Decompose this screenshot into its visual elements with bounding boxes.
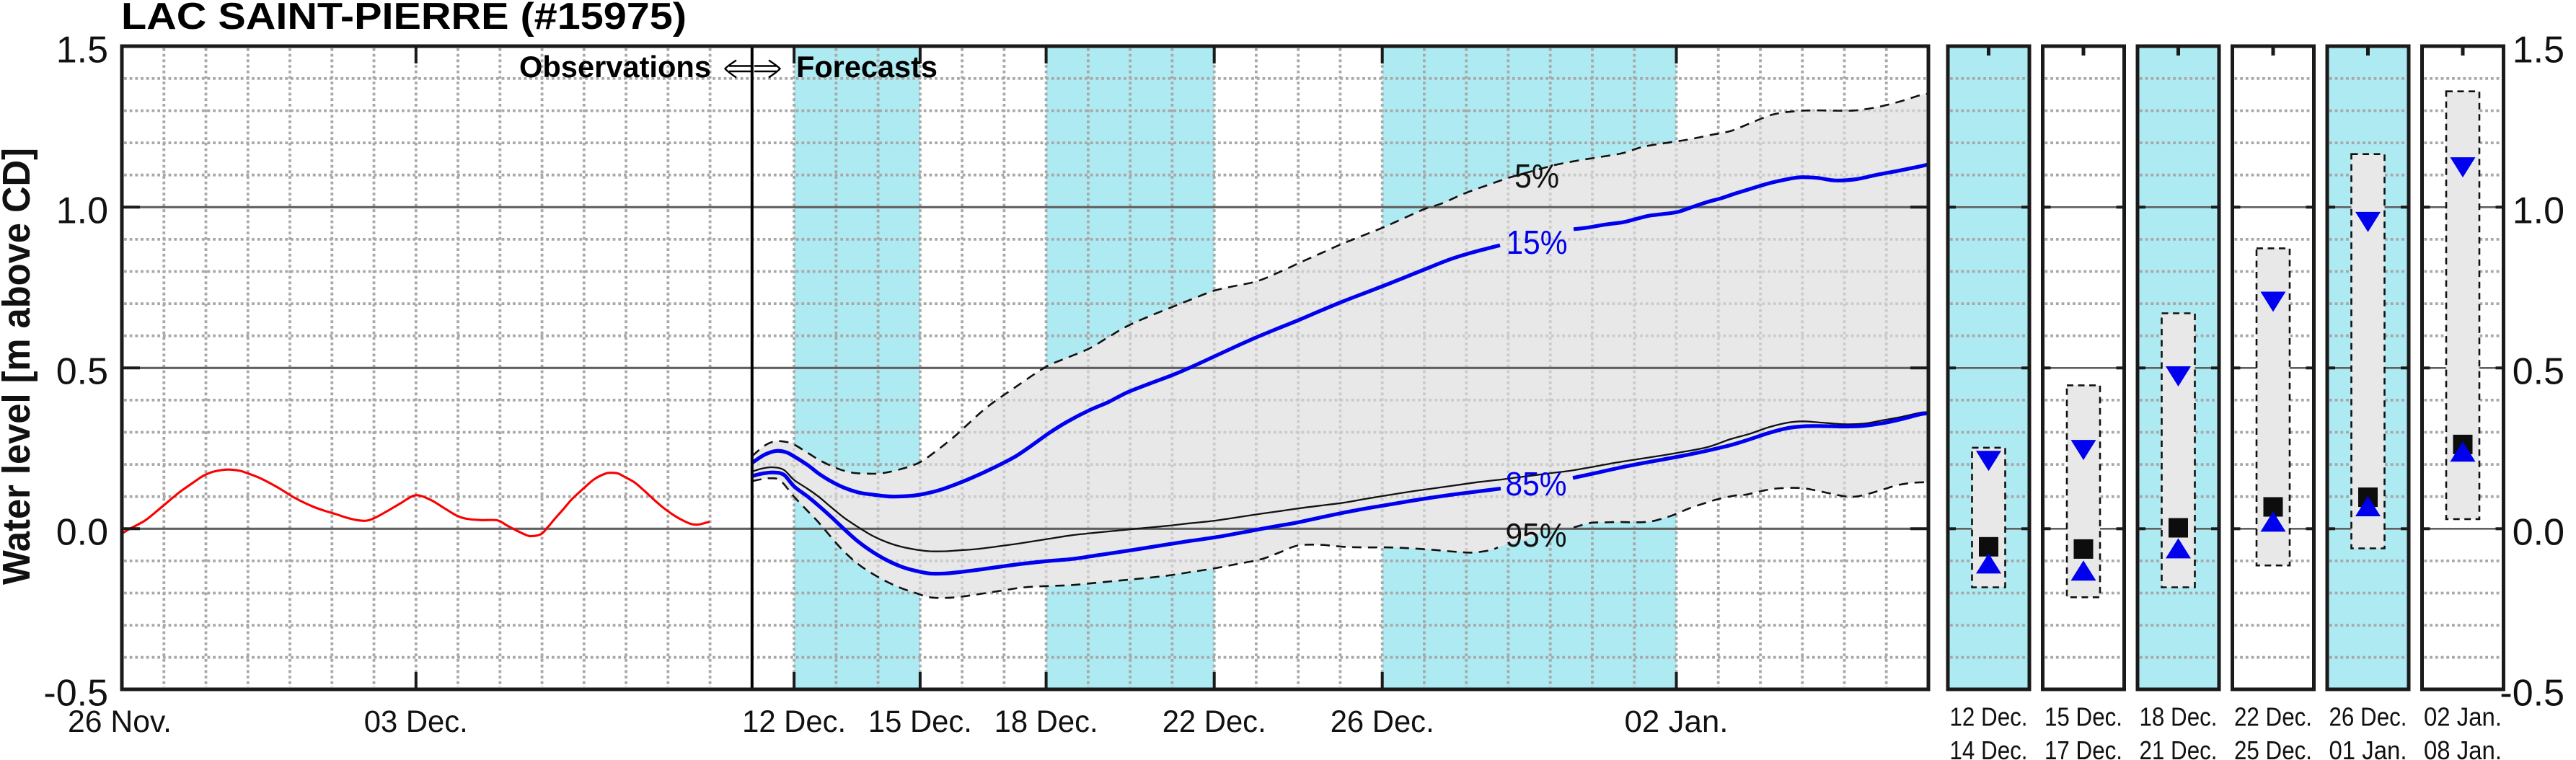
- svg-text:Water level [m above CD]: Water level [m above CD]: [0, 148, 38, 585]
- svg-text:26 Nov.: 26 Nov.: [68, 704, 172, 739]
- svg-text:0.0: 0.0: [56, 511, 108, 553]
- svg-text:08 Jan.: 08 Jan.: [2424, 735, 2502, 760]
- svg-text:15 Dec.: 15 Dec.: [868, 704, 972, 739]
- svg-text:02 Jan.: 02 Jan.: [1625, 704, 1729, 739]
- svg-text:22 Dec.: 22 Dec.: [2234, 702, 2312, 732]
- svg-text:5%: 5%: [1514, 157, 1559, 195]
- svg-text:1.5: 1.5: [2513, 29, 2564, 71]
- svg-text:0.0: 0.0: [2513, 511, 2564, 553]
- svg-text:18 Dec.: 18 Dec.: [994, 704, 1098, 739]
- svg-text:1.0: 1.0: [56, 190, 108, 231]
- svg-text:LAC SAINT-PIERRE (#15975): LAC SAINT-PIERRE (#15975): [121, 0, 687, 37]
- svg-text:26 Dec.: 26 Dec.: [2329, 702, 2407, 732]
- svg-text:17 Dec.: 17 Dec.: [2045, 735, 2122, 760]
- svg-text:0.5: 0.5: [56, 350, 108, 392]
- svg-text:25 Dec.: 25 Dec.: [2234, 735, 2312, 760]
- svg-text:12 Dec.: 12 Dec.: [1950, 702, 2028, 732]
- svg-text:1.5: 1.5: [56, 29, 108, 71]
- svg-text:18 Dec.: 18 Dec.: [2140, 702, 2218, 732]
- svg-text:95%: 95%: [1506, 516, 1567, 554]
- svg-text:85%: 85%: [1506, 465, 1567, 503]
- svg-text:22 Dec.: 22 Dec.: [1163, 704, 1266, 739]
- svg-text:02 Jan.: 02 Jan.: [2424, 702, 2502, 732]
- svg-text:21 Dec.: 21 Dec.: [2140, 735, 2218, 760]
- svg-text:15%: 15%: [1507, 224, 1568, 261]
- svg-text:0.5: 0.5: [2513, 350, 2564, 392]
- svg-text:-0.5: -0.5: [2500, 672, 2564, 714]
- svg-text:Observations: Observations: [519, 50, 711, 84]
- svg-text:26 Dec.: 26 Dec.: [1331, 704, 1434, 739]
- svg-text:Forecasts: Forecasts: [796, 50, 938, 84]
- svg-text:03 Dec.: 03 Dec.: [364, 704, 468, 739]
- svg-text:-0.5: -0.5: [43, 672, 108, 714]
- svg-text:01 Jan.: 01 Jan.: [2329, 735, 2407, 760]
- svg-text:15 Dec.: 15 Dec.: [2045, 702, 2122, 732]
- svg-text:14 Dec.: 14 Dec.: [1950, 735, 2028, 760]
- svg-text:12 Dec.: 12 Dec.: [742, 704, 846, 739]
- svg-text:1.0: 1.0: [2513, 190, 2564, 231]
